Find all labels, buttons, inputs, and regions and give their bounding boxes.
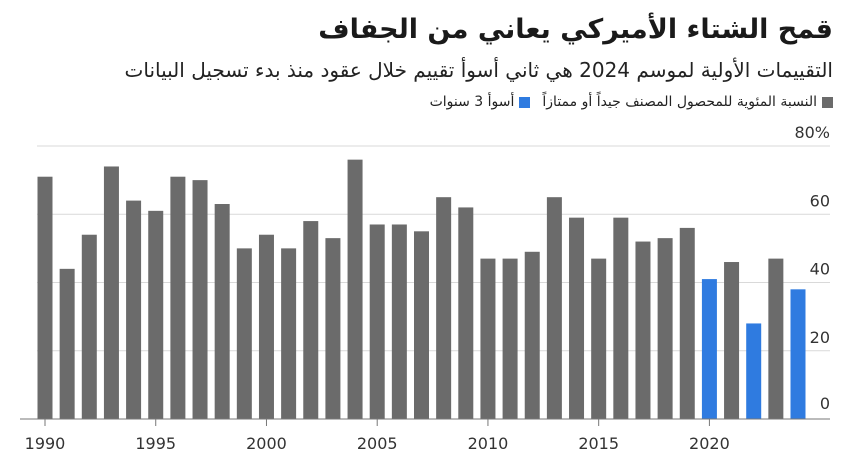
y-tick-label: 0 — [820, 394, 830, 413]
x-tick-label: 2000 — [246, 434, 287, 453]
legend-item-worst-years: أسوأ 3 سنوات — [430, 94, 531, 110]
legend-label-percentage: النسبة المئوية للمحصول المصنف جيداً أو م… — [542, 94, 817, 110]
bar — [325, 238, 341, 419]
x-tick-label: 2020 — [689, 434, 730, 453]
x-tick-label: 2015 — [578, 434, 619, 453]
bar — [281, 248, 297, 419]
y-tick-label: 40 — [810, 260, 830, 279]
bar — [59, 268, 75, 419]
bar — [546, 197, 562, 419]
bar — [37, 176, 53, 419]
x-tick-label: 2005 — [357, 434, 398, 453]
bar — [170, 176, 186, 419]
legend: النسبة المئوية للمحصول المصنف جيداً أو م… — [430, 94, 833, 110]
bar — [258, 234, 274, 419]
bar — [701, 279, 717, 419]
legend-label-worst-years: أسوأ 3 سنوات — [429, 94, 515, 110]
bar — [768, 258, 784, 419]
x-tick-label: 1990 — [25, 434, 66, 453]
legend-item-percentage: النسبة المئوية للمحصول المصنف جيداً أو م… — [542, 94, 833, 110]
bar — [569, 217, 585, 419]
bar — [214, 204, 230, 419]
bar — [414, 231, 429, 419]
bar — [679, 227, 695, 419]
bar — [192, 180, 208, 419]
bar — [436, 197, 452, 419]
bar — [103, 166, 119, 419]
bar — [790, 289, 806, 419]
bar — [591, 258, 607, 419]
y-tick-label: 60 — [810, 191, 830, 210]
y-tick-label: 20 — [810, 328, 830, 347]
x-tick-label: 1995 — [135, 434, 176, 453]
bar — [524, 251, 540, 419]
bar — [458, 207, 474, 419]
x-tick-label: 2010 — [468, 434, 509, 453]
bar — [480, 258, 496, 419]
bar — [746, 323, 762, 419]
bar — [502, 258, 518, 419]
bar — [236, 248, 252, 419]
bar — [635, 241, 651, 419]
bar — [657, 238, 673, 419]
chart-subtitle: التقييمات الأولية لموسم 2024 هي ثاني أسو… — [124, 58, 833, 82]
legend-swatch-percentage — [822, 96, 833, 108]
bar — [148, 210, 164, 419]
bar — [303, 221, 319, 419]
bar — [81, 234, 97, 419]
legend-swatch-worst-years — [519, 96, 531, 108]
chart-title: قمح الشتاء الأميركي يعاني من الجفاف — [318, 14, 833, 45]
bar — [126, 200, 142, 419]
bar — [613, 217, 629, 419]
bar — [347, 159, 363, 419]
bar — [391, 224, 407, 419]
bar — [369, 224, 385, 419]
y-tick-label: 80% — [794, 123, 830, 142]
bar — [724, 262, 740, 419]
